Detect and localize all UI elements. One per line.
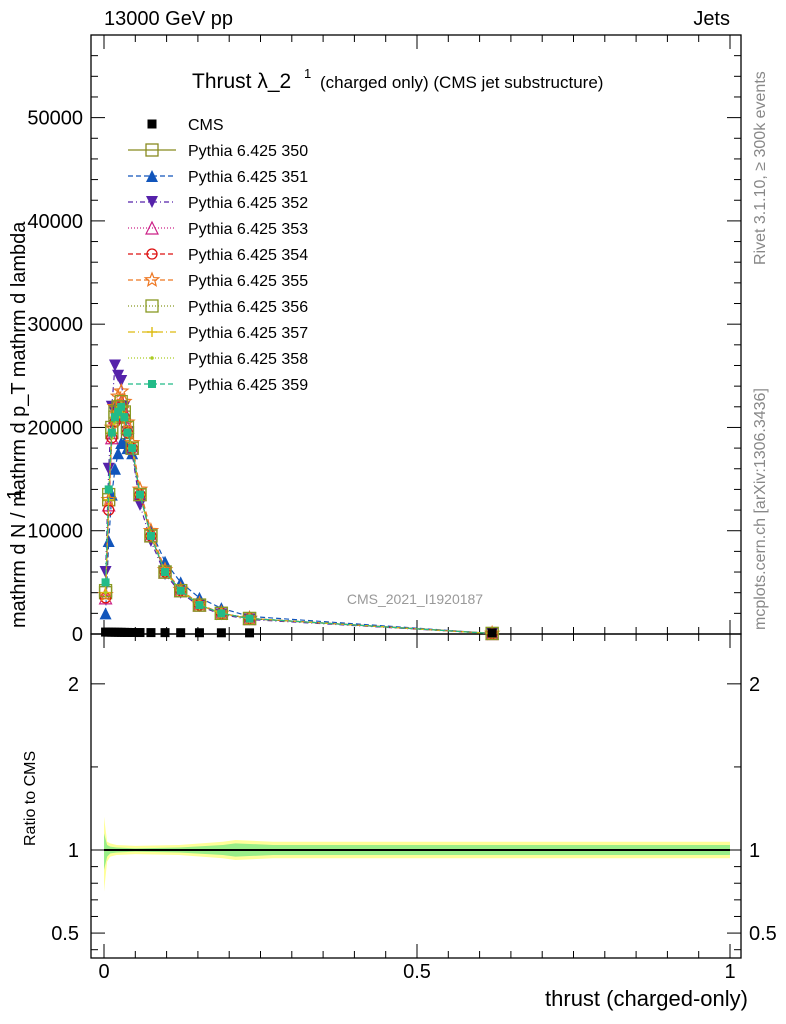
- legend-label: Pythia 6.425 354: [188, 247, 308, 264]
- series-point-356: [125, 441, 139, 455]
- series-point-359: [245, 614, 254, 623]
- x-tick-label: 1: [724, 961, 735, 983]
- cms-data-point: [487, 628, 497, 638]
- series-point-359: [117, 402, 126, 411]
- cms-data-point: [146, 628, 156, 638]
- series-line-358: [105, 410, 493, 635]
- series-point-352: [133, 498, 146, 511]
- y-tick-label: 40000: [27, 211, 83, 233]
- cms-data-point: [122, 627, 132, 637]
- ratio-y-tick-label-right: 1: [749, 840, 760, 862]
- legend-marker: [147, 327, 157, 337]
- cms-data-point: [135, 628, 145, 638]
- ratio-band-1: [104, 833, 730, 870]
- series-point-352: [102, 462, 115, 475]
- y-tick-label: 10000: [27, 521, 83, 543]
- ratio-y-tick-label: 2: [68, 674, 79, 696]
- cms-data-point: [245, 628, 255, 638]
- ratio-panel-frame: [90, 633, 742, 959]
- legend-label: Pythia 6.425 359: [188, 377, 308, 394]
- legend-label: Pythia 6.425 352: [188, 195, 308, 212]
- plot-title-superscript: 1: [304, 66, 311, 81]
- series-point-359: [195, 601, 204, 610]
- series-point-359: [123, 428, 132, 437]
- ratio-y-tick-label-right: 2: [749, 674, 760, 696]
- series-point-355: [112, 382, 130, 399]
- x-tick-label: 0: [98, 961, 109, 983]
- series-point-359: [135, 490, 144, 499]
- legend-label: Pythia 6.425 353: [188, 221, 308, 238]
- series-point-359: [120, 413, 129, 422]
- cms-data-point: [216, 628, 226, 638]
- legend-label: Pythia 6.425 356: [188, 299, 308, 316]
- legend-label: Pythia 6.425 350: [188, 143, 308, 160]
- cms-data-point: [194, 628, 204, 638]
- x-axis-label: thrust (charged-only): [545, 986, 748, 1011]
- header-energy-label: 13000 GeV pp: [104, 8, 233, 30]
- analysis-watermark: CMS_2021_I1920187: [347, 591, 483, 607]
- series-point-356: [214, 606, 229, 620]
- series-point-359: [114, 407, 123, 416]
- ratio-y-tick-label: 0.5: [51, 923, 79, 945]
- series-point-359: [110, 413, 119, 422]
- series-point-352: [115, 374, 128, 387]
- series-point-356: [133, 487, 147, 502]
- cms-data-point: [176, 628, 186, 638]
- legend-label: CMS: [188, 117, 224, 134]
- series-point-356: [174, 583, 188, 598]
- legend-label: Pythia 6.425 355: [188, 273, 308, 290]
- series-point-359: [107, 428, 116, 437]
- legend-marker: [146, 248, 158, 260]
- legend-marker: [145, 299, 159, 313]
- series-point-356: [192, 598, 207, 612]
- legend-marker: [148, 380, 156, 388]
- series-point-352: [108, 359, 121, 372]
- series-point-356: [158, 565, 172, 579]
- series-point-355: [97, 586, 114, 602]
- series-point-359: [146, 531, 155, 540]
- cms-data-point: [160, 628, 170, 638]
- x-tick-label: 0.5: [403, 961, 431, 983]
- legend-marker: [143, 271, 161, 288]
- y-tick-label: 50000: [27, 108, 83, 130]
- plot-title-suffix: (charged only) (CMS jet substructure): [320, 73, 603, 92]
- series-point-351: [108, 462, 121, 475]
- series-point-358: [103, 590, 108, 595]
- plot-title: Thrust λ_2: [192, 70, 291, 93]
- cms-data-point: [127, 627, 137, 637]
- legend-marker: [147, 119, 157, 129]
- legend-label: Pythia 6.425 357: [188, 325, 308, 342]
- legend-marker: [145, 220, 159, 235]
- legend-label: Pythia 6.425 358: [188, 351, 308, 368]
- y-tick-label: 0: [72, 624, 83, 646]
- series-point-359: [161, 568, 170, 577]
- series-point-359: [101, 578, 110, 587]
- series-point-359: [217, 609, 226, 618]
- series-point-359: [176, 586, 185, 595]
- legend-marker: [146, 170, 158, 182]
- legend-label: Pythia 6.425 351: [188, 169, 308, 186]
- legend-marker: [146, 196, 158, 208]
- legend-marker: [150, 356, 154, 360]
- y-tick-label: 20000: [27, 417, 83, 439]
- ratio-y-tick-label-right: 0.5: [749, 923, 777, 945]
- series-line-355: [105, 389, 493, 635]
- legend-marker: [145, 143, 159, 157]
- series-point-359: [104, 485, 113, 494]
- series-point-351: [102, 535, 115, 548]
- series-point-351: [112, 447, 125, 460]
- series-point-351: [99, 607, 112, 620]
- series-point-356: [144, 529, 158, 543]
- header-jets-label: Jets: [693, 8, 730, 30]
- y-tick-label: 30000: [27, 314, 83, 336]
- series-point-359: [128, 444, 137, 453]
- ratio-y-tick-label: 1: [68, 840, 79, 862]
